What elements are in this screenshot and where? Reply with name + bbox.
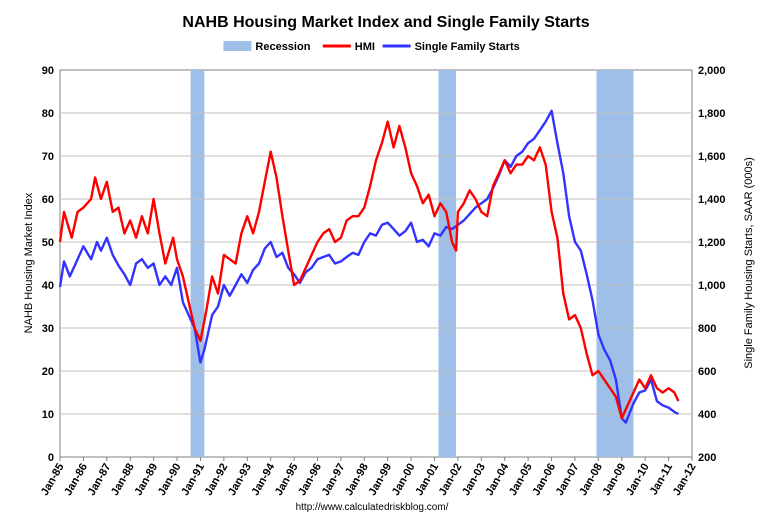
- right-tick-label: 2,000: [698, 65, 726, 77]
- chart-title: NAHB Housing Market Index and Single Fam…: [182, 14, 589, 31]
- recession-band-1: [190, 70, 205, 457]
- recession-band-2: [438, 70, 457, 457]
- right-tick-label: 1,200: [698, 237, 726, 249]
- series-line-single-family-starts: [58, 109, 679, 424]
- recession-band-3: [596, 70, 634, 457]
- left-tick-label: 90: [42, 65, 54, 77]
- left-tick-label: 0: [48, 452, 54, 464]
- right-tick-label: 400: [698, 409, 716, 421]
- left-tick-label: 50: [42, 237, 54, 249]
- left-tick-label: 20: [42, 366, 54, 378]
- right-tick-label: 1,000: [698, 280, 726, 292]
- right-tick-label: 1,800: [698, 108, 726, 120]
- source-url: http://www.calculatedriskblog.com/: [296, 502, 449, 513]
- left-tick-label: 30: [42, 323, 54, 335]
- legend: Recession HMI Single Family Starts: [223, 41, 520, 53]
- series-line-hmi: [58, 120, 680, 420]
- right-tick-label: 1,600: [698, 151, 726, 163]
- right-tick-label: 200: [698, 452, 716, 464]
- left-tick-label: 80: [42, 108, 54, 120]
- legend-label: HMI: [355, 41, 375, 53]
- left-tick-label: 70: [42, 151, 54, 163]
- series-lines: [58, 109, 680, 424]
- left-tick-label: 60: [42, 194, 54, 206]
- legend-label: Recession: [255, 41, 310, 53]
- left-tick-label: 10: [42, 409, 54, 421]
- left-tick-label: 40: [42, 280, 54, 292]
- right-tick-label: 1,400: [698, 194, 726, 206]
- right-tick-label: 800: [698, 323, 716, 335]
- legend-label: Single Family Starts: [415, 41, 520, 53]
- right-tick-label: 600: [698, 366, 716, 378]
- right-axis-label: Single Family Housing Starts, SAAR (000s…: [743, 157, 755, 369]
- legend-swatch-recession: [223, 41, 252, 51]
- left-axis-label: NAHB Housing Market Index: [23, 192, 35, 333]
- recession-bands: [190, 70, 634, 457]
- gridlines: [60, 112, 692, 415]
